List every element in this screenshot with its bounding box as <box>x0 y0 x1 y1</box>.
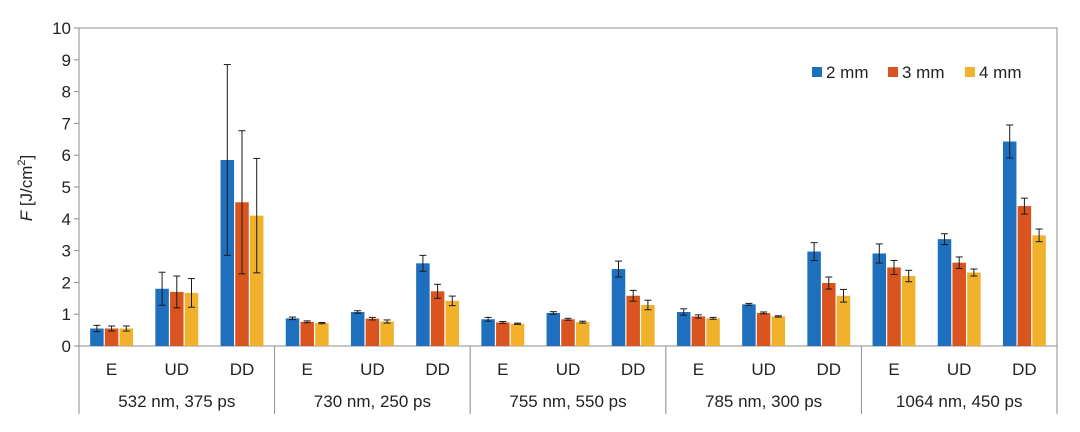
group-label: 785 nm, 300 ps <box>705 392 822 411</box>
category-label: UD <box>751 360 776 379</box>
bar <box>481 319 495 346</box>
bar <box>496 322 510 346</box>
bar <box>90 328 104 346</box>
bar <box>445 300 460 346</box>
bar <box>1017 206 1032 346</box>
bar <box>350 311 365 346</box>
legend: 2 mm 3 mm 4 mm <box>812 63 1022 82</box>
bar <box>756 312 771 346</box>
y-tick-label: 3 <box>62 242 71 261</box>
bar <box>170 291 184 346</box>
bar <box>561 319 575 346</box>
bar <box>575 322 590 346</box>
bar <box>641 304 655 346</box>
bar <box>155 288 169 346</box>
bar <box>626 295 640 346</box>
category-label: E <box>302 360 313 379</box>
legend-swatch <box>812 67 822 77</box>
bar <box>1032 235 1046 346</box>
bar <box>1002 141 1017 346</box>
category-label: DD <box>817 360 842 379</box>
group-label: 730 nm, 250 ps <box>314 392 431 411</box>
bar <box>901 276 916 346</box>
legend-label: 2 mm <box>826 63 869 82</box>
y-tick-label: 8 <box>62 83 71 102</box>
y-tick-label: 7 <box>62 114 71 133</box>
bar <box>822 283 836 346</box>
category-label: DD <box>425 360 450 379</box>
bar <box>300 321 314 346</box>
bar <box>430 291 445 346</box>
bar <box>365 318 380 346</box>
y-tick-label: 6 <box>62 146 71 165</box>
category-label: UD <box>556 360 581 379</box>
y-tick-label: 2 <box>62 273 71 292</box>
bar <box>807 251 821 346</box>
bar <box>611 269 626 346</box>
category-label: E <box>106 360 117 379</box>
bar <box>836 295 851 346</box>
category-label: UD <box>360 360 385 379</box>
bar <box>104 328 119 346</box>
category-label: E <box>497 360 508 379</box>
legend-swatch <box>888 67 898 77</box>
bar <box>967 272 981 346</box>
bar <box>249 215 264 346</box>
bar <box>416 263 430 346</box>
bar <box>952 262 966 346</box>
bar <box>676 311 691 346</box>
y-tick-label: 10 <box>52 19 71 38</box>
category-label: E <box>888 360 899 379</box>
bar <box>887 267 901 346</box>
bar <box>691 316 706 346</box>
bar <box>510 323 525 346</box>
legend-swatch <box>965 67 975 77</box>
bar <box>706 318 720 346</box>
y-axis-title-sup: 2 <box>16 159 28 165</box>
bar <box>771 316 786 346</box>
group-label: 1064 nm, 450 ps <box>896 392 1023 411</box>
y-axis-title-unit: [J/cm <box>17 166 36 211</box>
y-tick-label: 0 <box>62 337 71 356</box>
bar <box>315 323 329 346</box>
bar <box>184 292 199 346</box>
y-tick-label: 1 <box>62 305 71 324</box>
bar <box>937 239 952 346</box>
bars <box>90 64 1046 346</box>
bar <box>546 312 561 346</box>
bar <box>872 253 887 346</box>
category-label: DD <box>621 360 646 379</box>
y-axis-title: F [J/cm2] <box>16 155 36 222</box>
category-label: UD <box>165 360 190 379</box>
category-label: E <box>693 360 704 379</box>
y-tick-label: 4 <box>62 210 71 229</box>
legend-label: 4 mm <box>979 63 1022 82</box>
bar <box>119 328 134 346</box>
category-label: DD <box>1012 360 1037 379</box>
y-tick-label: 9 <box>62 51 71 70</box>
category-label: UD <box>947 360 972 379</box>
bar <box>380 321 394 346</box>
y-axis: 0 1 2 3 4 5 6 7 8 9 10 <box>52 19 79 356</box>
bar <box>285 318 300 346</box>
group-label: 755 nm, 550 ps <box>509 392 626 411</box>
legend-label: 3 mm <box>902 63 945 82</box>
y-tick-label: 5 <box>62 178 71 197</box>
group-label: 532 nm, 375 ps <box>118 392 235 411</box>
category-label: DD <box>230 360 255 379</box>
bar <box>742 304 756 346</box>
y-axis-title-var: F <box>17 209 36 221</box>
y-axis-title-close: ] <box>17 155 36 160</box>
